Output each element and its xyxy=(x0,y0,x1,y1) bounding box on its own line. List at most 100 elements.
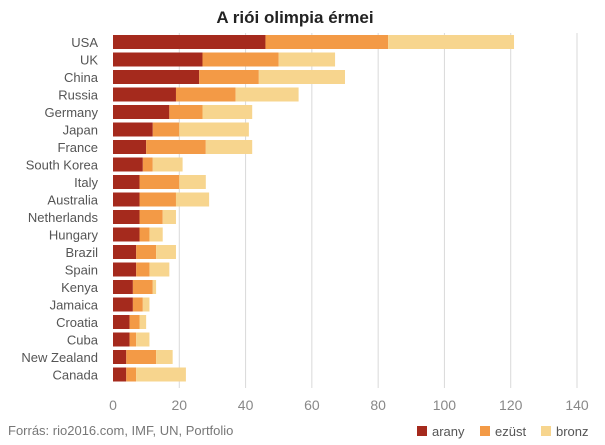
bar-russia-bronz xyxy=(235,87,299,102)
category-label-hungary: Hungary xyxy=(49,228,99,243)
legend-label-1: ezüst xyxy=(495,424,526,439)
bar-cuba-arany xyxy=(113,332,130,347)
bar-netherlands-bronz xyxy=(162,210,176,224)
category-label-new-zealand: New Zealand xyxy=(21,350,98,365)
bar-japan-arany xyxy=(113,122,153,137)
x-tick-label: 40 xyxy=(238,397,254,413)
category-label-kenya: Kenya xyxy=(61,280,99,295)
bar-spain-ezust xyxy=(136,262,150,277)
bar-russia-ezust xyxy=(175,87,236,102)
category-label-italy: Italy xyxy=(74,175,98,190)
bar-jamaica-bronz xyxy=(142,297,150,312)
bar-italy-arany xyxy=(113,175,140,189)
bar-netherlands-ezust xyxy=(139,210,163,224)
bar-usa-arany xyxy=(113,35,266,49)
bar-spain-bronz xyxy=(149,262,170,277)
bar-canada-arany xyxy=(113,367,127,382)
category-label-cuba: Cuba xyxy=(67,333,99,348)
bar-hungary-ezust xyxy=(139,227,150,242)
bar-brazil-arany xyxy=(113,245,137,259)
category-label-netherlands: Netherlands xyxy=(28,210,99,225)
category-label-croatia: Croatia xyxy=(56,315,99,330)
x-tick-label: 120 xyxy=(499,397,523,413)
bar-france-bronz xyxy=(205,140,253,154)
legend-swatch-2 xyxy=(541,426,551,436)
bar-brazil-bronz xyxy=(156,245,176,259)
bar-france-ezust xyxy=(146,140,206,154)
bar-hungary-bronz xyxy=(149,227,163,242)
bar-croatia-arany xyxy=(113,315,130,329)
category-label-canada: Canada xyxy=(52,368,98,383)
bar-south-korea-arany xyxy=(113,157,143,172)
bar-spain-arany xyxy=(113,262,137,277)
bar-kenya-arany xyxy=(113,280,133,294)
category-label-brazil: Brazil xyxy=(65,245,98,260)
bar-germany-arany xyxy=(113,105,170,119)
bar-new-zealand-bronz xyxy=(156,350,173,364)
x-tick-label: 80 xyxy=(370,397,386,413)
bar-cuba-bronz xyxy=(136,332,150,347)
category-label-australia: Australia xyxy=(47,193,98,208)
source-note: Forrás: rio2016.com, IMF, UN, Portfolio xyxy=(8,423,233,438)
bar-croatia-ezust xyxy=(129,315,140,329)
bar-brazil-ezust xyxy=(136,245,157,259)
x-tick-label: 20 xyxy=(171,397,187,413)
bar-germany-ezust xyxy=(169,105,203,119)
bar-kenya-ezust xyxy=(132,280,153,294)
category-label-uk: UK xyxy=(80,53,98,68)
bar-uk-arany xyxy=(113,52,203,67)
x-tick-label: 0 xyxy=(109,397,117,413)
bar-uk-bronz xyxy=(278,52,336,67)
bar-italy-bronz xyxy=(179,175,206,189)
bar-china-arany xyxy=(113,70,200,84)
category-label-france: France xyxy=(58,140,98,155)
y-axis-labels: USA UK China Russia Germany Japan France South … xyxy=(21,35,98,383)
bars xyxy=(113,35,515,382)
bar-usa-bronz xyxy=(388,35,515,49)
bar-cuba-ezust xyxy=(129,332,137,347)
x-tick-label: 100 xyxy=(433,397,457,413)
category-label-russia: Russia xyxy=(58,88,99,103)
bar-croatia-bronz xyxy=(139,315,147,329)
bar-australia-bronz xyxy=(175,192,210,207)
bar-south-korea-bronz xyxy=(152,157,183,172)
bar-japan-ezust xyxy=(152,122,180,137)
bar-canada-bronz xyxy=(136,367,186,382)
bar-france-arany xyxy=(113,140,147,154)
bar-italy-ezust xyxy=(139,175,180,189)
bar-netherlands-arany xyxy=(113,210,140,224)
bar-jamaica-ezust xyxy=(132,297,143,312)
x-tick-label: 140 xyxy=(565,397,589,413)
bar-hungary-arany xyxy=(113,227,140,242)
category-label-china: China xyxy=(64,70,99,85)
x-tick-label: 60 xyxy=(304,397,320,413)
bar-china-ezust xyxy=(199,70,259,84)
legend-label-2: bronz xyxy=(556,424,589,439)
category-label-usa: USA xyxy=(71,35,98,50)
bar-canada-ezust xyxy=(126,367,137,382)
bar-kenya-bronz xyxy=(152,280,157,294)
bar-south-korea-ezust xyxy=(142,157,153,172)
x-axis-ticks: 0 20 40 60 80 100 120 140 xyxy=(109,397,589,413)
category-label-japan: Japan xyxy=(63,123,98,138)
bar-new-zealand-ezust xyxy=(126,350,157,364)
legend-swatch-1 xyxy=(480,426,490,436)
bar-russia-arany xyxy=(113,87,176,102)
bar-new-zealand-arany xyxy=(113,350,127,364)
legend-label-0: arany xyxy=(432,424,465,439)
legend-swatch-0 xyxy=(417,426,427,436)
legend: arany ezüst bronz xyxy=(417,424,589,439)
bar-australia-arany xyxy=(113,192,140,207)
category-label-spain: Spain xyxy=(65,263,98,278)
bar-uk-ezust xyxy=(202,52,279,67)
category-label-jamaica: Jamaica xyxy=(50,298,99,313)
category-label-south-korea: South Korea xyxy=(26,158,99,173)
chart-title: A riói olimpia érmei xyxy=(216,8,373,27)
gridlines xyxy=(178,33,578,388)
bar-jamaica-arany xyxy=(113,297,133,312)
bar-usa-ezust xyxy=(265,35,389,49)
bar-china-bronz xyxy=(258,70,345,84)
bar-japan-bronz xyxy=(179,122,249,137)
category-label-germany: Germany xyxy=(45,105,99,120)
